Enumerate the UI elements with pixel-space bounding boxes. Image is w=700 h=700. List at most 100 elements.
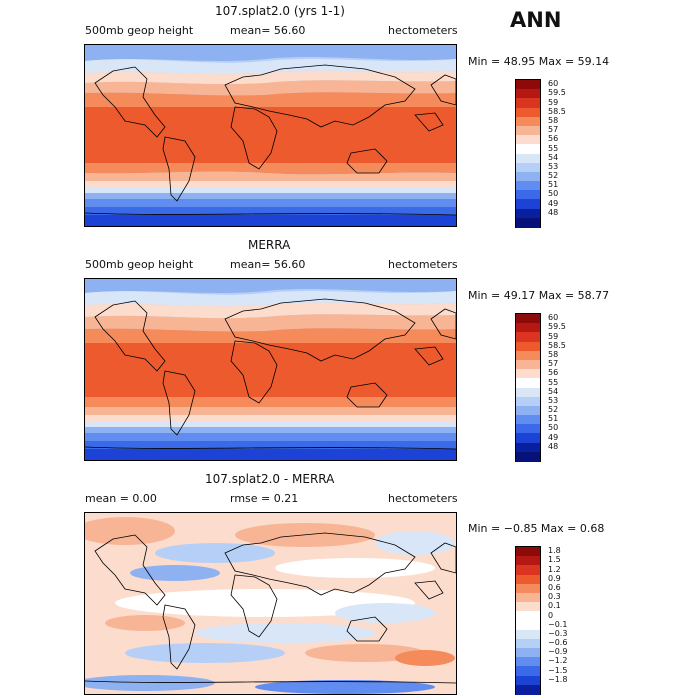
colorbar-tick-label: 56 bbox=[548, 134, 559, 144]
colorbar-swatch bbox=[516, 217, 540, 228]
colorbar-swatch bbox=[516, 583, 540, 594]
colorbar-tick-label: −0.1 bbox=[548, 619, 568, 629]
colorbar-swatch bbox=[516, 144, 540, 154]
colorbar-swatch bbox=[516, 378, 540, 388]
colorbar-swatch bbox=[516, 332, 540, 343]
panel-2-colorbar bbox=[515, 313, 541, 462]
colorbar-swatch bbox=[516, 359, 540, 370]
colorbar-tick-label: 1.8 bbox=[548, 546, 561, 556]
colorbar-swatch bbox=[516, 620, 540, 631]
colorbar-swatch bbox=[516, 135, 540, 145]
colorbar-tick-label: −0.3 bbox=[548, 628, 568, 638]
colorbar-swatch bbox=[516, 638, 540, 649]
colorbar-swatch bbox=[516, 442, 540, 453]
colorbar-swatch bbox=[516, 405, 540, 416]
colorbar-tick-label: 0.9 bbox=[548, 573, 561, 583]
panel-1-contour-field bbox=[85, 45, 456, 226]
colorbar-tick-label: −1.5 bbox=[548, 665, 568, 675]
colorbar-tick-label: 51 bbox=[548, 414, 559, 424]
colorbar-tick-label: 60 bbox=[548, 313, 559, 323]
colorbar-tick-label: 59.5 bbox=[548, 322, 566, 332]
colorbar-swatch bbox=[516, 171, 540, 182]
panel-3-minmax: Min = −0.85 Max = 0.68 bbox=[468, 522, 605, 535]
colorbar-tick-label: 53 bbox=[548, 161, 559, 171]
panel-1-colorbar bbox=[515, 79, 541, 228]
colorbar-swatch bbox=[516, 424, 540, 434]
panel-3-units-label: hectometers bbox=[388, 492, 458, 505]
colorbar-swatch bbox=[516, 162, 540, 173]
colorbar-tick-label: 58 bbox=[548, 115, 559, 125]
colorbar-tick-label: −1.2 bbox=[548, 656, 568, 666]
colorbar-tick-label: −0.6 bbox=[548, 638, 568, 648]
colorbar-swatch bbox=[516, 387, 540, 398]
panel-2-contour-field bbox=[85, 279, 456, 460]
colorbar-tick-label: 55 bbox=[548, 143, 559, 153]
panel-3-title: 107.splat2.0 - MERRA bbox=[205, 472, 335, 486]
panel-2-mean-label: mean= 56.60 bbox=[230, 258, 306, 271]
colorbar-tick-label: 53 bbox=[548, 395, 559, 405]
colorbar-swatch bbox=[516, 574, 540, 585]
colorbar-swatch bbox=[516, 611, 540, 621]
colorbar-tick-label: 0.1 bbox=[548, 601, 561, 611]
panel-3-mean-label: mean = 0.00 bbox=[85, 492, 157, 505]
colorbar-swatch bbox=[516, 341, 540, 352]
colorbar-swatch bbox=[516, 556, 540, 566]
panel-1-title: 107.splat2.0 (yrs 1-1) bbox=[215, 4, 345, 18]
panel-3-colorbar bbox=[515, 546, 541, 695]
colorbar-swatch bbox=[516, 80, 540, 90]
colorbar-swatch bbox=[516, 199, 540, 210]
colorbar-tick-label: −0.9 bbox=[548, 647, 568, 657]
colorbar-swatch bbox=[516, 396, 540, 407]
colorbar-tick-label: 0 bbox=[548, 610, 554, 620]
colorbar-tick-label: 58.5 bbox=[548, 340, 566, 350]
colorbar-swatch bbox=[516, 629, 540, 640]
colorbar-tick-label: −1.8 bbox=[548, 674, 568, 684]
colorbar-swatch bbox=[516, 657, 540, 667]
panel-2-title: MERRA bbox=[248, 238, 291, 252]
colorbar-tick-label: 50 bbox=[548, 423, 559, 433]
colorbar-swatch bbox=[516, 107, 540, 118]
colorbar-tick-label: 56 bbox=[548, 368, 559, 378]
colorbar-tick-label: 60 bbox=[548, 79, 559, 89]
panel-2-minmax: Min = 49.17 Max = 58.77 bbox=[468, 289, 610, 302]
panel-1-variable-label: 500mb geop height bbox=[85, 24, 194, 37]
colorbar-tick-label: 52 bbox=[548, 171, 559, 181]
colorbar-swatch bbox=[516, 323, 540, 333]
colorbar-tick-label: 57 bbox=[548, 125, 559, 135]
panel-2-map bbox=[84, 278, 457, 461]
colorbar-swatch bbox=[516, 314, 540, 324]
colorbar-swatch bbox=[516, 369, 540, 379]
colorbar-tick-label: 48 bbox=[548, 441, 559, 451]
panel-2-colorbar-labels: 60 59.5 59 58.5 58 57 56 55 54 53 52 51 50 49 48 bbox=[548, 313, 588, 460]
colorbar-swatch bbox=[516, 89, 540, 99]
colorbar-swatch bbox=[516, 116, 540, 127]
colorbar-swatch bbox=[516, 350, 540, 361]
panel-2-units-label: hectometers bbox=[388, 258, 458, 271]
colorbar-tick-label: 50 bbox=[548, 189, 559, 199]
colorbar-tick-label: 1.5 bbox=[548, 555, 561, 565]
colorbar-tick-label: 54 bbox=[548, 386, 559, 396]
season-label: ANN bbox=[510, 8, 562, 32]
colorbar-swatch bbox=[516, 675, 540, 686]
panel-3-map bbox=[84, 512, 457, 695]
colorbar-swatch bbox=[516, 602, 540, 612]
colorbar-tick-label: 49 bbox=[548, 432, 559, 442]
colorbar-tick-label: 59 bbox=[548, 97, 559, 107]
colorbar-tick-label: 57 bbox=[548, 359, 559, 369]
colorbar-swatch bbox=[516, 684, 540, 695]
colorbar-tick-label: 0.3 bbox=[548, 592, 561, 602]
panel-1-map bbox=[84, 44, 457, 227]
colorbar-swatch bbox=[516, 565, 540, 576]
colorbar-tick-label: 59.5 bbox=[548, 88, 566, 98]
colorbar-tick-label: 48 bbox=[548, 207, 559, 217]
colorbar-tick-label: 55 bbox=[548, 377, 559, 387]
colorbar-tick-label: 0.6 bbox=[548, 582, 561, 592]
colorbar-swatch bbox=[516, 153, 540, 164]
colorbar-swatch bbox=[516, 181, 540, 191]
colorbar-tick-label: 54 bbox=[548, 152, 559, 162]
colorbar-tick-label: 52 bbox=[548, 405, 559, 415]
colorbar-tick-label: 51 bbox=[548, 180, 559, 190]
colorbar-tick-label: 1.2 bbox=[548, 564, 561, 574]
colorbar-tick-label: 58 bbox=[548, 349, 559, 359]
colorbar-tick-label: 58.5 bbox=[548, 106, 566, 116]
